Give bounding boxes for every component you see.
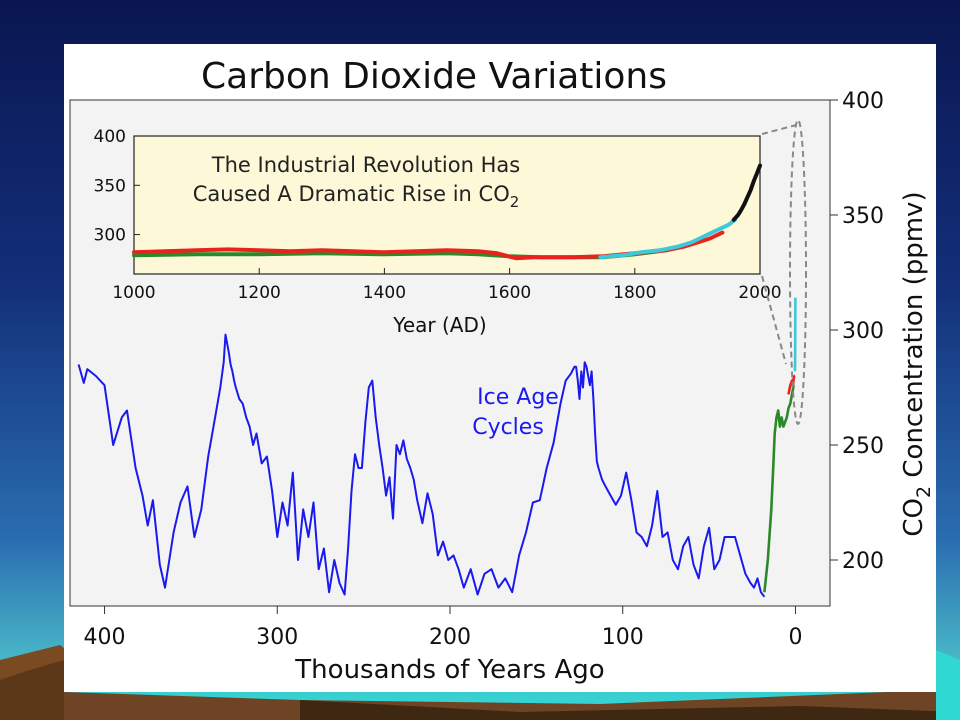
outer-x-tick-label: 400	[84, 625, 126, 650]
outer-y-tick-label: 300	[842, 319, 884, 344]
inset-x-tick-label: 2000	[738, 283, 781, 303]
inset-title-line2: Caused A Dramatic Rise in CO2	[193, 182, 520, 211]
outer-series-line-siple_cyan	[793, 297, 797, 372]
inset-title-line1: The Industrial Revolution Has	[211, 153, 520, 177]
zoom-connector-top	[761, 123, 801, 135]
inset-x-tick-label: 1800	[613, 283, 656, 303]
co2-figure: Carbon Dioxide Variations 400 300 200 100 04…	[69, 56, 935, 685]
outer-x-tick-label: 0	[788, 625, 802, 650]
ice-age-annotation-line1: Ice Age	[477, 385, 559, 410]
outer-series-line-ice_age_line	[77, 333, 766, 598]
outer-x-axis-label: Thousands of Years Ago	[294, 655, 604, 685]
outer-y-tick-label: 200	[842, 549, 884, 574]
inset-series-line-siple_cyan	[598, 217, 737, 260]
inset-chart-layer: 1000 1200 1400 1600 1800 2000 400 350 300	[94, 127, 782, 303]
main-chart-title: Carbon Dioxide Variations	[201, 56, 667, 97]
outer-y-axis-label: CO2 Concentration (ppmv)	[899, 191, 935, 536]
inset-y-tick-label: 350	[94, 176, 126, 196]
zoom-ellipse	[789, 119, 807, 425]
chart-panel: Carbon Dioxide Variations 400 300 200 100 0 4…	[64, 44, 936, 692]
inset-y-tick-label: 400	[94, 127, 126, 147]
ice-age-annotation-line2: Cycles	[472, 415, 544, 440]
outer-x-tick-label: 100	[602, 625, 644, 650]
outer-y-tick-label: 250	[842, 434, 884, 459]
inset-x-tick-label: 1600	[488, 283, 531, 303]
inset-x-tick-label: 1000	[112, 283, 155, 303]
inset-x-tick-label: 1200	[238, 283, 281, 303]
outer-y-tick-label: 350	[842, 204, 884, 229]
inset-y-tick-label: 300	[94, 226, 126, 246]
outer-x-tick-label: 200	[429, 625, 471, 650]
inset-x-axis-label: Year (AD)	[392, 313, 486, 337]
outer-series-line-law_dome	[763, 384, 795, 593]
inset-x-tick-label: 1400	[363, 283, 406, 303]
zoom-connector-bottom	[761, 275, 787, 365]
inset-series-line-mauna_loa	[731, 163, 762, 222]
outer-y-tick-label: 400	[842, 89, 884, 114]
outer-x-tick-label: 300	[256, 625, 298, 650]
